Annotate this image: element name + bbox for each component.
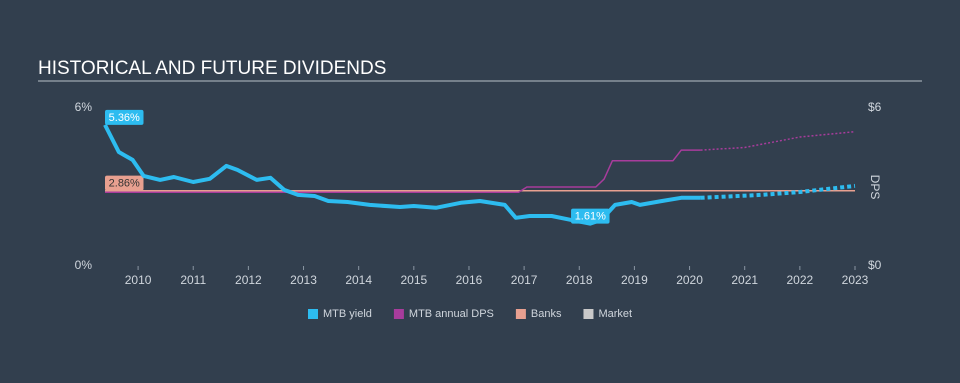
value-label-box: [571, 208, 610, 224]
legend-label: Market: [598, 308, 632, 320]
x-tick-label: 2019: [621, 273, 648, 287]
x-tick-label: 2018: [566, 273, 593, 287]
chart-title: HISTORICAL AND FUTURE DIVIDENDS: [38, 58, 386, 79]
x-tick-label: 2015: [400, 273, 427, 287]
legend-swatch: [393, 309, 404, 319]
value-label: 1.61%: [571, 208, 610, 224]
y-tick-label: 0%: [75, 258, 93, 272]
y-tick-label: 6%: [75, 100, 93, 114]
x-tick-label: 2020: [676, 273, 703, 287]
x-tick-label: 2013: [290, 273, 317, 287]
value-label: 5.36%: [105, 109, 144, 125]
x-tick-label: 2016: [456, 273, 483, 287]
x-tick-label: 2022: [787, 273, 814, 287]
legend-label: MTB yield: [323, 308, 372, 320]
value-label-text: 2.86%: [109, 178, 140, 190]
y2-tick-label: $0: [868, 258, 882, 272]
y2-tick-label: $6: [868, 100, 882, 114]
legend-swatch: [515, 309, 526, 319]
y2-axis-label: DPS: [868, 175, 882, 200]
legend-label: Banks: [531, 308, 562, 320]
x-tick-label: 2017: [511, 273, 538, 287]
x-tick-label: 2011: [180, 273, 206, 287]
legend-label: MTB annual DPS: [409, 308, 494, 320]
x-tick-label: 2010: [125, 273, 152, 287]
series-line: [700, 130, 856, 151]
series-line: [105, 149, 701, 194]
value-label-box: [105, 109, 144, 125]
legend-swatch: [308, 309, 318, 319]
value-label-text: 5.36%: [109, 112, 140, 124]
value-label: 2.86%: [105, 175, 144, 191]
x-tick-label: 2014: [345, 273, 372, 287]
x-tick-label: 2023: [842, 273, 869, 287]
x-tick-label: 2012: [235, 273, 262, 287]
series-line: [700, 183, 856, 200]
value-label-text: 1.61%: [575, 211, 606, 223]
x-tick-label: 2021: [731, 273, 758, 287]
legend-swatch: [583, 309, 594, 319]
value-label-box: [105, 175, 144, 191]
